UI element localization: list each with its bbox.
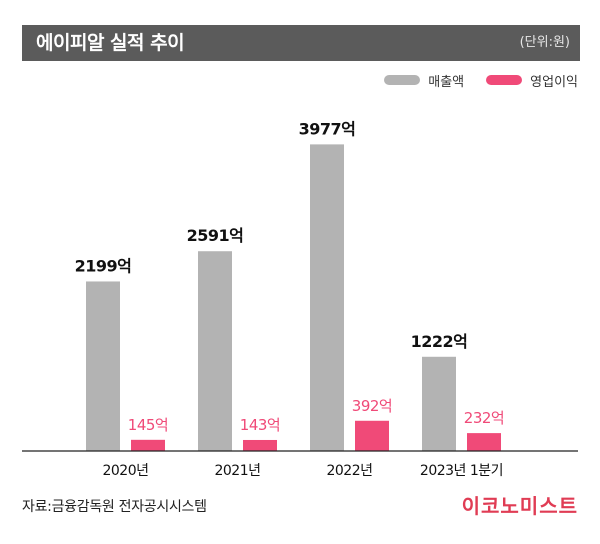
bar-revenue-2 [310, 144, 344, 452]
bar-revenue-0 [86, 281, 120, 451]
data-label-profit-2: 392억 [352, 397, 392, 415]
legend-item-revenue: 매출액 [384, 71, 464, 90]
data-label-revenue-2: 3977억 [299, 119, 356, 138]
bar-profit-1 [243, 439, 277, 451]
source-note: 자료:금융감독원 전자공시시스템 [22, 499, 207, 515]
x-tick-label-1: 2021년 [214, 463, 260, 479]
bar-profit-3 [467, 433, 501, 451]
legend-item-profit: 영업이익 [486, 71, 578, 90]
bar-profit-0 [131, 439, 165, 451]
data-label-profit-1: 143억 [240, 416, 280, 434]
chart-title: 에이피알 실적 추이 [36, 32, 185, 54]
data-label-revenue-0: 2199억 [75, 256, 132, 275]
legend-label-revenue: 매출액 [428, 74, 465, 90]
data-label-profit-3: 232억 [464, 409, 504, 427]
title-bar: 에이피알 실적 추이 (단위:원) [22, 25, 580, 61]
bar-revenue-3 [422, 356, 456, 451]
data-label-profit-0: 145억 [128, 416, 168, 434]
x-tick-label-3: 2023년 1분기 [420, 463, 503, 479]
chart-legend: 매출액 영업이익 [362, 70, 578, 90]
publisher-logo: 이코노미스트 [461, 494, 578, 518]
bar-profit-2 [355, 420, 389, 451]
data-label-revenue-1: 2591억 [187, 226, 244, 245]
legend-swatch-revenue [384, 75, 421, 85]
legend-label-profit: 영업이익 [530, 74, 578, 90]
legend-swatch-profit [486, 75, 523, 85]
x-tick-label-0: 2020년 [102, 463, 148, 479]
data-label-revenue-3: 1222억 [411, 332, 468, 351]
unit-label: (단위:원) [519, 35, 570, 50]
x-tick-label-2: 2022년 [326, 463, 372, 479]
bar-revenue-1 [198, 251, 232, 451]
